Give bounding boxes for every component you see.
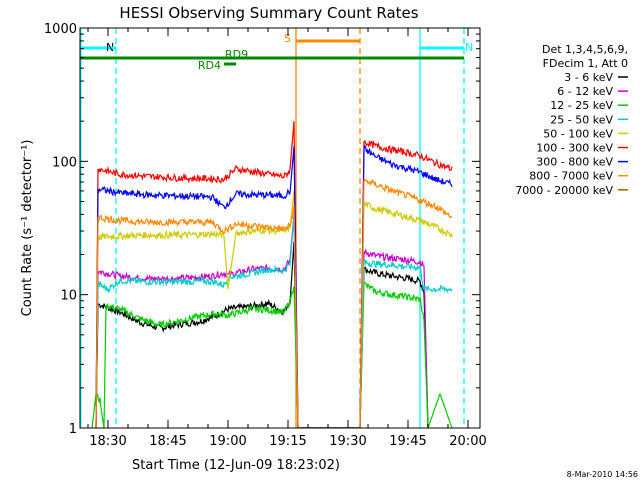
series-line-1 bbox=[95, 214, 429, 428]
annotation-label-1: N bbox=[465, 41, 473, 54]
y-tick-label-2: 100 bbox=[52, 155, 77, 170]
annotation-label-3: RD9 bbox=[225, 48, 248, 61]
legend-label-3: 25 - 50 keV bbox=[550, 113, 613, 126]
annotation-label-2: S bbox=[284, 32, 291, 45]
x-tick-label-0: 18:30 bbox=[89, 434, 126, 449]
series-line-2 bbox=[91, 281, 453, 428]
legend-label-6: 300 - 800 keV bbox=[536, 156, 613, 169]
x-tick-label-5: 19:45 bbox=[389, 434, 426, 449]
legend-label-2: 12 - 25 keV bbox=[550, 99, 613, 112]
annotation-label-0: N bbox=[106, 41, 114, 54]
y-axis-label: Count Rate (s⁻¹ detector⁻¹) bbox=[20, 140, 35, 317]
series-line-4 bbox=[95, 190, 453, 428]
x-tick-label-4: 19:30 bbox=[329, 434, 366, 449]
legend-label-7: 800 - 7000 keV bbox=[529, 170, 613, 183]
x-tick-label-3: 19:15 bbox=[269, 434, 306, 449]
x-tick-label-6: 20:00 bbox=[449, 434, 486, 449]
series-line-7 bbox=[95, 178, 453, 428]
plot-frame bbox=[79, 27, 481, 429]
y-tick-label-1: 10 bbox=[60, 289, 77, 304]
plot-area: N N S RD9 RD4 18:30 18:45 19:00 19:15 19:30 19:45 2… bbox=[44, 22, 487, 449]
y-tick-label-0: 1 bbox=[69, 422, 77, 437]
x-tick-label-1: 18:45 bbox=[149, 434, 186, 449]
annotation-label-4: RD4 bbox=[198, 59, 221, 72]
generated-timestamp: 8-Mar-2010 14:56 bbox=[567, 470, 638, 479]
series-line-5 bbox=[95, 121, 453, 428]
legend-header-line-1: Det 1,3,4,5,6,9, bbox=[542, 43, 628, 56]
series-line-6 bbox=[95, 144, 453, 428]
series-line-3 bbox=[95, 214, 453, 428]
legend: Det 1,3,4,5,6,9, FDecim 1, Att 0 3 - 6 k… bbox=[515, 43, 628, 197]
legend-label-4: 50 - 100 keV bbox=[543, 127, 613, 140]
x-tick-label-2: 19:00 bbox=[209, 434, 246, 449]
series-layer bbox=[91, 121, 453, 428]
chart-title: HESSI Observing Summary Count Rates bbox=[119, 4, 418, 22]
legend-label-0: 3 - 6 keV bbox=[564, 71, 613, 84]
legend-label-8: 7000 - 20000 keV bbox=[515, 184, 613, 197]
legend-header-line-2: FDecim 1, Att 0 bbox=[543, 57, 628, 70]
x-axis-label: Start Time (12-Jun-09 18:23:02) bbox=[132, 458, 340, 473]
y-tick-label-3: 1000 bbox=[44, 22, 77, 37]
legend-label-5: 100 - 300 keV bbox=[536, 142, 613, 155]
legend-label-1: 6 - 12 keV bbox=[557, 85, 613, 98]
series-line-0 bbox=[95, 241, 429, 428]
